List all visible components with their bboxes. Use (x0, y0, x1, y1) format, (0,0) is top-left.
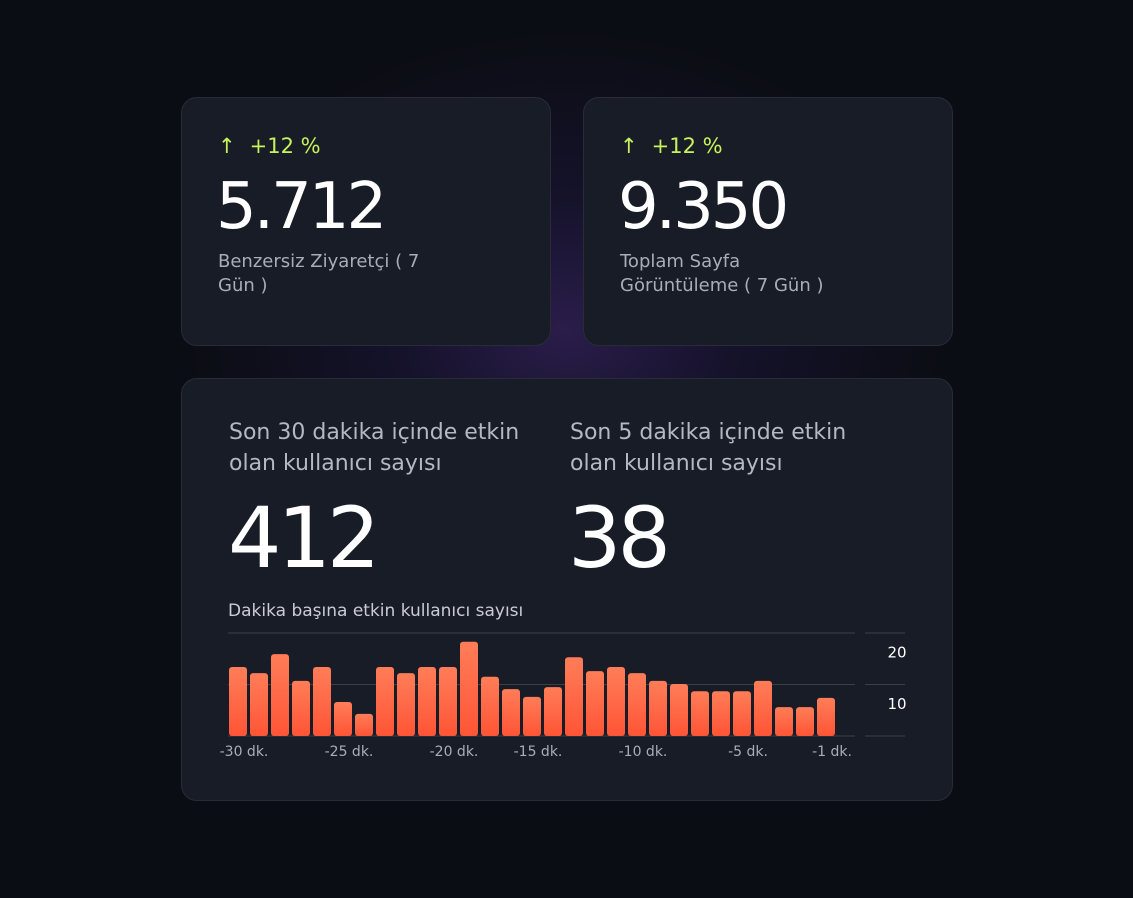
live-value: 38 (568, 489, 671, 587)
bar (796, 707, 814, 736)
bar (754, 680, 772, 736)
live-value: 412 (228, 489, 380, 587)
stat-value: 5.712 (216, 170, 387, 244)
bar (397, 673, 415, 736)
bar (565, 657, 583, 736)
x-tick-label: -1 dk. (812, 744, 852, 760)
change: ↑ +12 % (620, 134, 723, 158)
bar (817, 697, 835, 736)
bar (376, 666, 394, 736)
stat-label: Benzersiz Ziyaretçi ( 7 Gün ) (218, 251, 420, 296)
stat-card: ↑ +12 % 5.712 Benzersiz Ziyaretçi ( 7 Gün… (181, 97, 551, 346)
stat-label: Toplam Sayfa Görüntüleme ( 7 Gün ) (620, 251, 824, 296)
bar (607, 666, 625, 736)
change: ↑ +12 % (218, 134, 321, 158)
bar (691, 691, 709, 736)
bar (229, 666, 247, 736)
y-tick-label: 20 (887, 644, 906, 662)
change-text: +12 % (651, 134, 723, 158)
stat-card: ↑ +12 % 9.350 Toplam Sayfa Görüntüleme ( … (583, 97, 953, 346)
change-text: +12 % (249, 134, 321, 158)
stat-value: 9.350 (618, 170, 789, 244)
live-label: Son 5 dakika içinde etkin olan kullanıcı… (570, 420, 847, 476)
x-tick-label: -10 dk. (619, 744, 668, 760)
x-tick-label: -15 dk. (514, 744, 563, 760)
bar (271, 654, 289, 736)
bar (733, 691, 751, 736)
x-tick-label: -25 dk. (325, 744, 374, 760)
x-tick-label: -20 dk. (430, 744, 479, 760)
bar (523, 696, 541, 736)
bar (355, 713, 373, 736)
bar (628, 673, 646, 736)
bar (775, 707, 793, 736)
bar (544, 687, 562, 736)
bar (250, 673, 268, 736)
x-tick-label: -30 dk. (220, 744, 269, 760)
bar (586, 671, 604, 736)
bar (670, 683, 688, 736)
bar (712, 691, 730, 736)
live-label: Son 30 dakika içinde etkin olan kullanıc… (229, 420, 520, 476)
chart-title: Dakika başına etkin kullanıcı sayısı (228, 601, 523, 621)
bar (334, 702, 352, 736)
bar (481, 676, 499, 736)
bar (439, 666, 457, 736)
bar (649, 680, 667, 736)
bar (502, 689, 520, 736)
bar (418, 666, 436, 736)
bar (292, 680, 310, 736)
bar (313, 666, 331, 736)
bar (460, 641, 478, 736)
y-tick-label: 10 (887, 695, 906, 713)
x-tick-label: -5 dk. (728, 744, 768, 760)
